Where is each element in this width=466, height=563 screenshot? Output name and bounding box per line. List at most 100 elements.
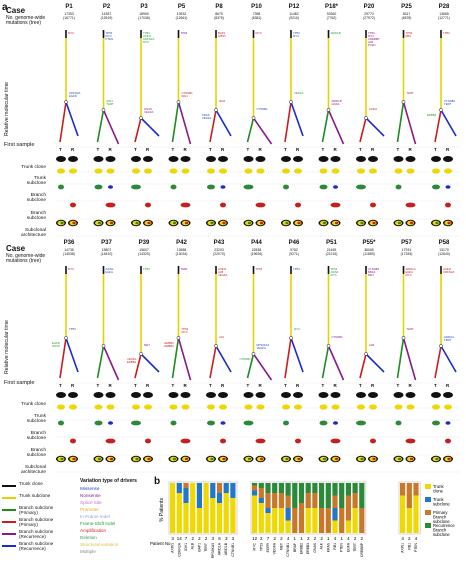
trunk-subclone-ellipse-R	[406, 168, 415, 174]
legend-line-swatch	[2, 485, 16, 487]
fork-node	[439, 344, 443, 348]
tumor-label: T	[359, 383, 362, 388]
case-id: P10	[251, 4, 262, 10]
stacked-bar-segment	[210, 498, 216, 533]
driver-gene-label: IDH1 TERT	[106, 99, 114, 106]
stacked-bar-segment	[332, 495, 338, 508]
arch-inner	[184, 457, 189, 461]
first-sample-label-2: First sample	[4, 380, 35, 386]
gene-tick-label: CTNNB1	[286, 543, 290, 557]
branch-subclone-ellipse-2	[295, 438, 301, 444]
trunk-subclone-ellipse-T	[94, 404, 103, 410]
patient-count-label: 12	[252, 536, 258, 541]
patient-count-label: 1	[327, 536, 330, 541]
patient-count-label: 1	[340, 536, 343, 541]
driver-gene-label: CTNNB1 BRAF MET	[368, 267, 380, 277]
trunk-subclone-ellipse-T	[319, 404, 328, 410]
arch-inner	[97, 221, 102, 225]
driver-gene-label: TERT	[406, 91, 414, 95]
patient-count-label: 4	[287, 536, 290, 541]
gene-tick-label: PTEN	[414, 542, 418, 552]
stacked-bar-segment	[332, 508, 338, 521]
stacked-bar-segment	[312, 508, 318, 533]
panel-a-label: a	[2, 2, 8, 13]
branch-recurrence-line	[440, 109, 457, 137]
branch-primary-line	[396, 337, 405, 379]
row-label-trunk-clone-b: Trunk clone	[21, 402, 46, 407]
branch-subclone-ellipse-3	[333, 185, 338, 189]
gene-tick-label: CDKN2A	[177, 542, 181, 556]
stacked-bar-segment	[325, 483, 331, 508]
tumor-label: T	[284, 147, 287, 152]
driver-gene-label: TP53 MYC	[293, 31, 300, 38]
recurrence-label: R	[371, 383, 375, 388]
mutation-count: 13170 (12640)	[438, 248, 450, 256]
stacked-bar-segment	[319, 508, 325, 533]
mutation-count: 29773 (27972)	[363, 12, 375, 20]
trunk-clone-ellipse-R	[443, 392, 453, 398]
driver-gene-label: TP53	[255, 267, 263, 271]
branch-subclone-ellipse-2	[145, 438, 151, 444]
branch-primary-line	[59, 101, 67, 143]
fork-node	[326, 108, 331, 112]
branch-subclone-ellipse-2	[180, 438, 191, 444]
trunk-clone-ellipse-T	[206, 156, 216, 162]
mutation-count: 18960 (17036)	[138, 12, 150, 20]
panel-b-legend-swatch	[425, 523, 431, 528]
trunk-clone-ellipse-R	[143, 156, 153, 162]
driver-gene-label: KRAS VEGFA	[202, 113, 212, 120]
driver-gene-label: TP53 AXIN1 CDKN2A MYC	[143, 31, 155, 44]
panel-b-legend-swatch	[425, 484, 431, 489]
tumor-label: T	[171, 383, 175, 388]
stacked-bar-segment	[406, 508, 412, 533]
stacked-bar-segment	[265, 513, 271, 533]
driver-gene-label: TP53	[143, 267, 150, 271]
variation-type-label: Nonsense	[80, 493, 101, 498]
trunk-clone-ellipse-R	[368, 392, 378, 398]
driver-gene-label: ERBB2 ERBB3	[164, 341, 174, 348]
patient-count-label: 2	[273, 536, 276, 541]
arch-inner	[285, 221, 289, 225]
recurrence-label: R	[71, 147, 75, 152]
trunk-clone-ellipse-T	[393, 156, 404, 162]
row-label-branch-subclone2-b: Branch subclone	[26, 448, 46, 459]
stacked-bar-segment	[345, 483, 351, 496]
mutation-count: 22838 (19626)	[250, 248, 263, 256]
fork-node	[139, 116, 143, 120]
arch-inner	[360, 221, 364, 225]
driver-gene-label: GNAS VEGFA	[144, 107, 154, 114]
trunk-clone-ellipse-T	[356, 156, 366, 162]
stacked-bar-segment	[339, 483, 345, 508]
arch-inner	[147, 457, 151, 461]
trunk-clone-ellipse-T	[431, 392, 441, 398]
stacked-bar-segment	[292, 508, 298, 533]
legend-line-label: Trunk subclone	[19, 493, 51, 498]
tumor-label: T	[359, 147, 362, 152]
arch-inner	[259, 457, 264, 461]
case-id: P51	[326, 240, 337, 246]
tumor-label: T	[434, 147, 437, 152]
mutation-count: 36065 (11889)	[363, 248, 375, 256]
trunk-clone-ellipse-R	[368, 156, 378, 162]
gene-tick-label: BAP1	[197, 543, 201, 552]
gene-tick-label: ALK	[320, 542, 324, 549]
trunk-subclone-ellipse-R	[69, 168, 77, 174]
tumor-label: T	[59, 147, 62, 152]
driver-gene-label: TP53	[180, 31, 188, 35]
patient-count-label: 2	[408, 536, 411, 541]
panel-b-legend-swatch	[425, 510, 431, 515]
fork-node	[401, 100, 406, 104]
legend-line-swatch	[2, 509, 16, 511]
recurrence-label: R	[446, 383, 450, 388]
branch-subclone-ellipse	[283, 184, 289, 190]
stacked-bar-segment	[345, 495, 351, 521]
trunk-clone-ellipse-T	[393, 392, 404, 398]
trunk-clone-ellipse-T	[356, 392, 366, 398]
driver-gene-label: CTNNB1 TERT	[444, 99, 456, 106]
trunk-subclone-ellipse-T	[94, 168, 103, 174]
patient-count-label: 2	[307, 536, 310, 541]
trunk-subclone-ellipse-T	[282, 404, 290, 410]
gene-tick-label: ARID1B	[224, 542, 228, 555]
trunk-subclone-ellipse-R	[181, 404, 190, 410]
